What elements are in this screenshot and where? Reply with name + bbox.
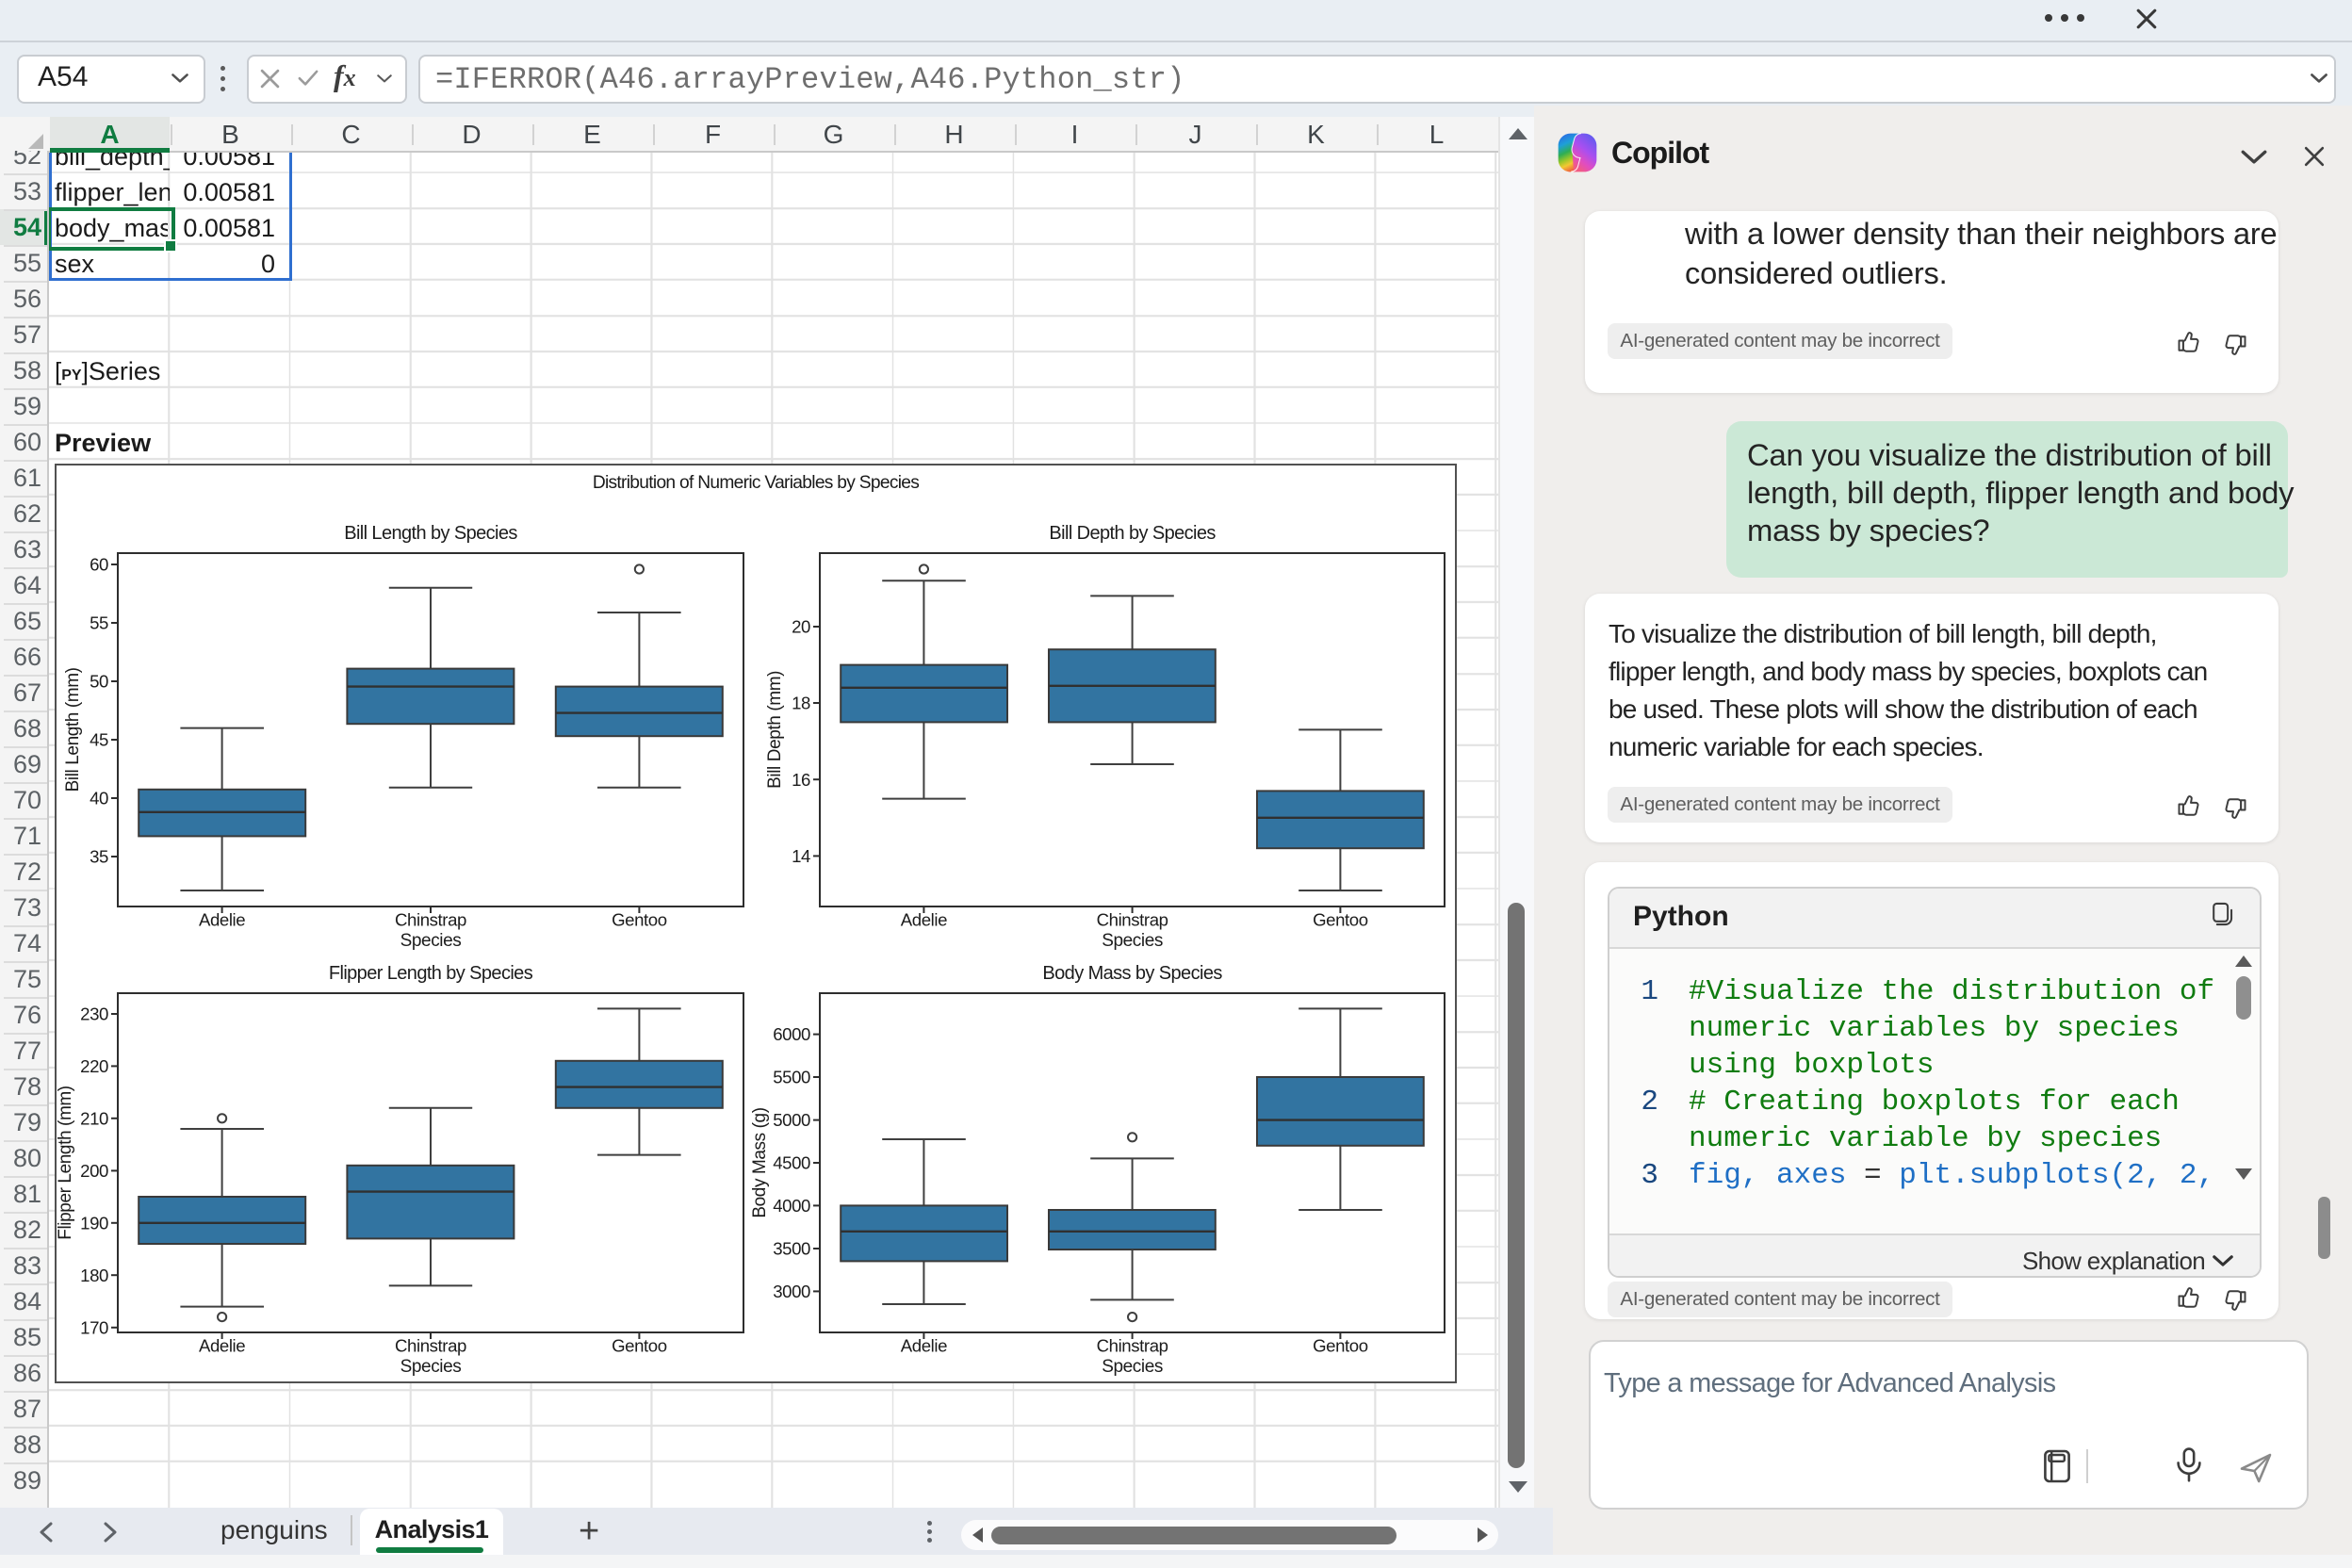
- svg-text:Bill Depth (mm): Bill Depth (mm): [765, 671, 785, 789]
- svg-text:Gentoo: Gentoo: [1313, 1336, 1368, 1356]
- svg-text:190: 190: [80, 1213, 108, 1233]
- svg-text:40: 40: [90, 789, 108, 808]
- svg-text:Chinstrap: Chinstrap: [395, 1336, 466, 1356]
- svg-text:Flipper Length (mm): Flipper Length (mm): [56, 1086, 75, 1240]
- svg-text:Chinstrap: Chinstrap: [1097, 1336, 1168, 1356]
- svg-text:210: 210: [80, 1108, 108, 1128]
- svg-text:Body Mass by Species: Body Mass by Species: [1042, 963, 1222, 984]
- svg-text:45: 45: [90, 730, 108, 750]
- svg-text:Adelie: Adelie: [901, 1336, 947, 1356]
- svg-text:3000: 3000: [773, 1282, 810, 1301]
- svg-text:Adelie: Adelie: [901, 910, 947, 930]
- svg-text:200: 200: [80, 1161, 108, 1181]
- svg-text:Bill Length by Species: Bill Length by Species: [344, 523, 517, 544]
- svg-text:5500: 5500: [773, 1068, 810, 1087]
- svg-text:3500: 3500: [773, 1239, 810, 1259]
- svg-text:18: 18: [792, 694, 810, 713]
- svg-text:Gentoo: Gentoo: [612, 910, 667, 930]
- svg-text:14: 14: [792, 846, 810, 866]
- svg-text:Bill Depth by Species: Bill Depth by Species: [1049, 523, 1216, 544]
- svg-text:35: 35: [90, 847, 108, 867]
- svg-text:16: 16: [792, 770, 810, 790]
- svg-text:4500: 4500: [773, 1153, 810, 1173]
- svg-text:50: 50: [90, 672, 108, 692]
- svg-text:Gentoo: Gentoo: [1313, 910, 1368, 930]
- svg-text:20: 20: [792, 617, 810, 637]
- svg-text:Flipper Length by Species: Flipper Length by Species: [329, 963, 533, 984]
- svg-text:Distribution of Numeric Variab: Distribution of Numeric Variables by Spe…: [593, 473, 919, 493]
- svg-text:Chinstrap: Chinstrap: [395, 910, 466, 930]
- svg-text:Species: Species: [1102, 1357, 1163, 1377]
- svg-text:60: 60: [90, 555, 108, 575]
- svg-text:170: 170: [80, 1317, 108, 1337]
- svg-text:Bill Length (mm): Bill Length (mm): [63, 667, 83, 792]
- svg-text:Adelie: Adelie: [199, 910, 245, 930]
- svg-text:Species: Species: [400, 931, 462, 951]
- svg-text:180: 180: [80, 1266, 108, 1285]
- svg-text:Chinstrap: Chinstrap: [1097, 910, 1168, 930]
- svg-text:4000: 4000: [773, 1196, 810, 1216]
- svg-text:Gentoo: Gentoo: [612, 1336, 667, 1356]
- svg-text:6000: 6000: [773, 1024, 810, 1044]
- svg-text:230: 230: [80, 1004, 108, 1024]
- svg-text:5000: 5000: [773, 1110, 810, 1130]
- svg-text:Species: Species: [1102, 931, 1163, 951]
- svg-text:Adelie: Adelie: [199, 1336, 245, 1356]
- svg-text:Body Mass (g): Body Mass (g): [750, 1107, 770, 1217]
- svg-text:220: 220: [80, 1056, 108, 1076]
- svg-text:Species: Species: [400, 1357, 462, 1377]
- svg-text:55: 55: [90, 613, 108, 633]
